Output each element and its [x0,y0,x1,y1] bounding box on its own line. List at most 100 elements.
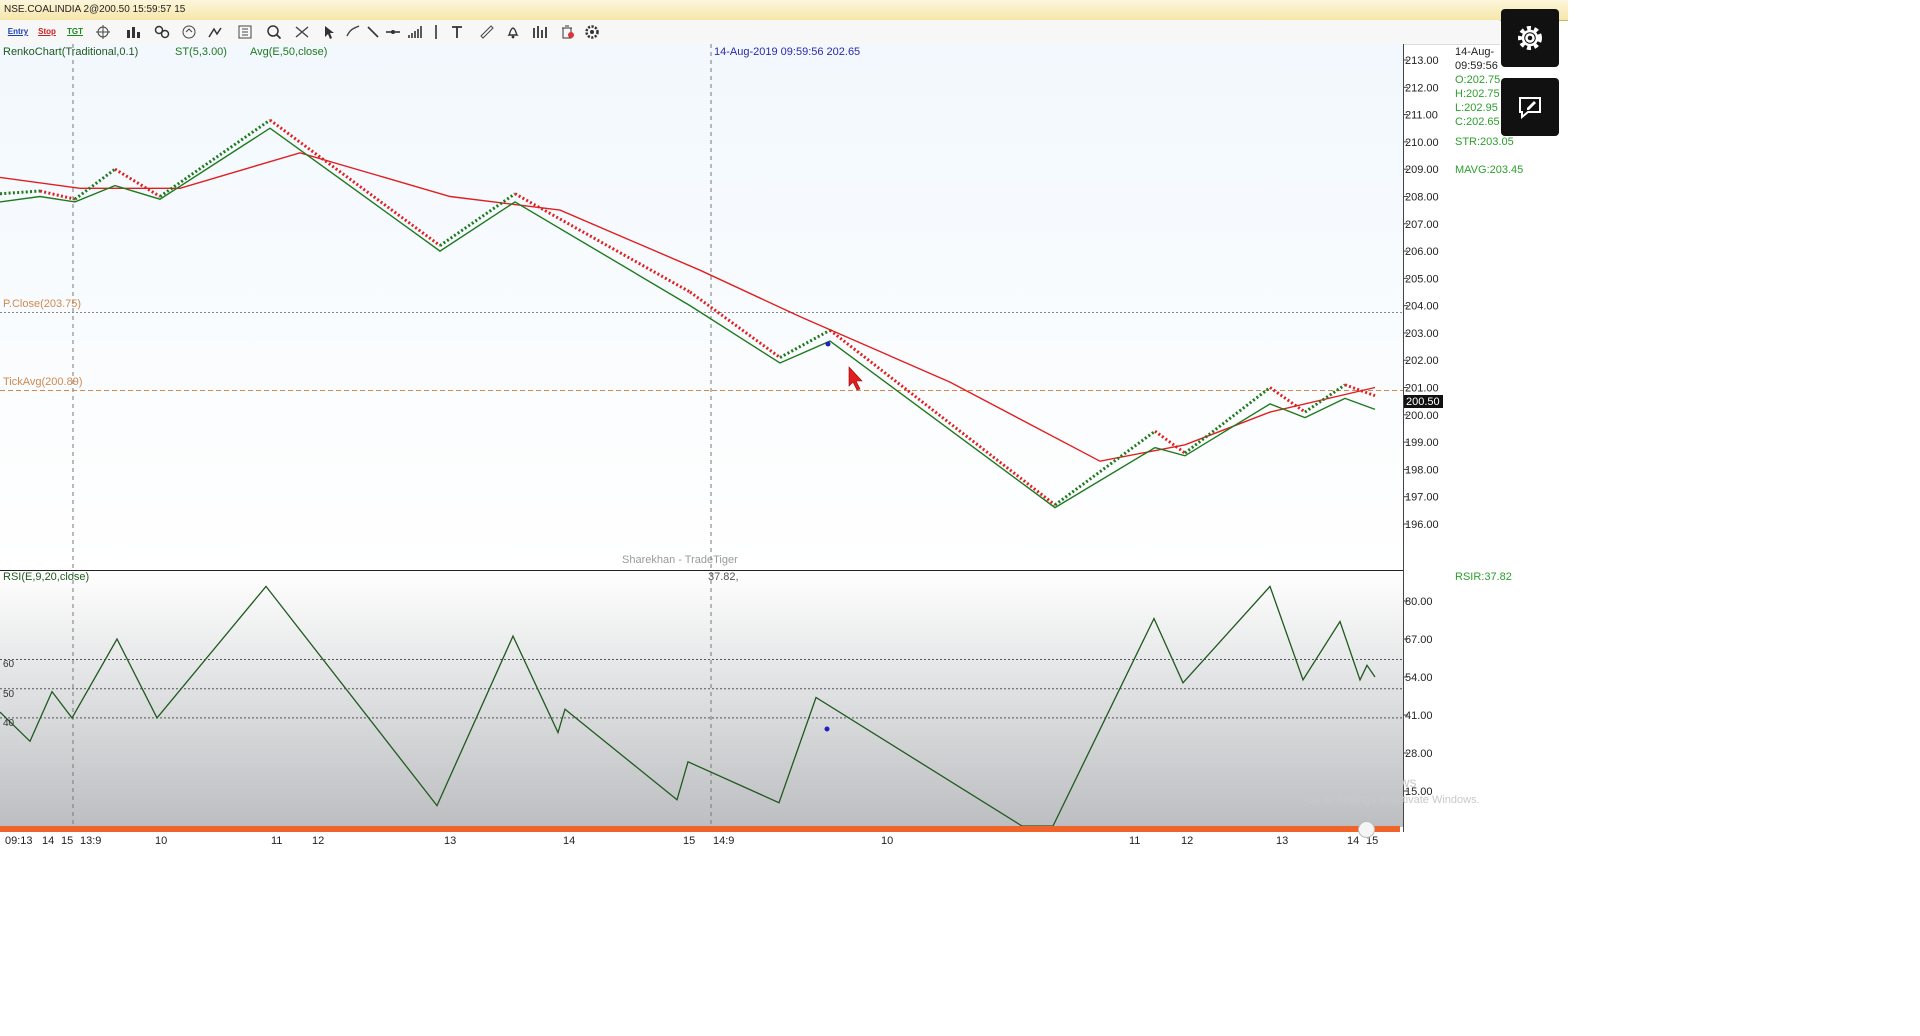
tick-average-label: TickAvg(200.89) [3,376,82,388]
price-tick-label: 210.00 [1405,137,1439,149]
info-open: O:202.75 [1455,74,1500,86]
crosshair-readout: 14-Aug-2019 09:59:56 202.65 [714,46,860,58]
renko-down-bricks [39,189,76,201]
crosshair-icon[interactable] [92,22,114,42]
horizontal-scrollbar[interactable] [0,826,1400,832]
zoom-icon[interactable] [262,22,286,42]
price-axis: 213.00 212.00 211.00 210.00 209.00 208.00 207.… [1403,55,1439,531]
scrollbar-thumb[interactable] [1358,821,1375,838]
time-tick-label: 10 [155,835,167,846]
renko-down-bricks [1154,429,1186,455]
price-tick-label: 196.00 [1405,519,1439,531]
time-tick-label: 15 [61,835,73,846]
x-axis: 09:13 14 15 13:9 10 11 12 13 14 15 14:9 10 11 12 13 14 1… [5,835,1378,846]
window-title-bar: NSE.COALINDIA 2@200.50 15:59:57 15 [0,0,1568,21]
rsi-tick-label: 67.00 [1405,634,1433,646]
chart-area[interactable]: 213.00 212.00 211.00 210.00 209.00 208.00 207.… [0,44,1568,846]
time-tick-label: 15 [683,835,695,846]
activate-windows-title: Activate Windows [1306,774,1417,790]
renko-down-bricks [269,118,441,247]
rsi-crosshair-readout: 37.82, [708,571,739,583]
info-rsi-value: RSIR:37.82 [1455,571,1512,583]
info-supertrend-value: STR:203.05 [1455,136,1514,148]
edit-note-icon [1519,97,1541,120]
rsi-series [0,585,1376,827]
mouse-cursor-icon [848,366,863,391]
price-tick-label: 209.00 [1405,164,1439,176]
alert-bell-icon[interactable] [502,22,524,42]
rsi-tick-label: 80.00 [1405,596,1433,608]
delete-icon[interactable] [556,22,578,42]
price-tick-label: 197.00 [1405,492,1439,504]
price-tick-label: 204.00 [1405,301,1439,313]
settings-gear-button[interactable] [1501,9,1559,67]
legend-supertrend: ST(5,3.00) [175,46,227,58]
activate-windows-hint: Go to Settings to activate Windows. [1306,794,1480,806]
supertrend-line [0,127,1376,509]
last-price-box [1404,395,1443,408]
indicator-icon[interactable] [528,22,550,42]
time-tick-label: 10 [881,835,893,846]
refresh-icon[interactable] [178,22,200,42]
rsi-level-60: 60 [3,659,15,670]
gear-icon [1518,26,1542,50]
price-tick-label: 200.00 [1405,410,1439,422]
crosshair-rsi-dot [824,726,830,732]
time-tick-label: 14 [42,835,54,846]
info-average-value: MAVG:203.45 [1455,164,1523,176]
renko-down-bricks [1269,386,1306,414]
time-tick-label: 09:13 [5,835,33,846]
price-tick-label: 205.00 [1405,273,1439,285]
legend-average: Avg(E,50,close) [250,46,327,58]
renko-up-bricks [159,118,271,198]
trendline-icon[interactable] [364,22,382,42]
renko-up-bricks [1304,383,1346,414]
template-icon[interactable] [232,22,258,42]
annotate-button[interactable] [1501,78,1559,136]
info-time: 09:59:56 [1455,60,1498,72]
renko-down-bricks [1344,383,1376,398]
last-price-label: 200.50 [1406,396,1440,408]
curve-tool-icon[interactable] [342,22,364,42]
link-icon[interactable] [150,22,174,42]
renko-down-bricks [514,192,691,294]
horizontal-line-icon[interactable] [384,22,402,42]
scissors-icon[interactable] [290,22,314,42]
price-tick-label: 201.00 [1405,383,1439,395]
price-tick-label: 211.00 [1405,110,1438,122]
price-tick-label: 208.00 [1405,191,1439,203]
time-tick-label: 13 [1276,835,1288,846]
renko-up-bricks [779,328,831,359]
info-low: L:202.95 [1455,102,1498,114]
target-button[interactable]: TGT [67,27,83,36]
vertical-line-icon[interactable] [428,22,444,42]
price-tick-label: 207.00 [1405,219,1439,231]
price-tick-label: 198.00 [1405,464,1439,476]
chart-type-icon[interactable] [120,22,146,42]
cursor-tool-icon[interactable] [318,22,340,42]
previous-close-label: P.Close(203.75) [3,298,81,310]
price-panel-background [0,44,1403,570]
rsi-axis: 80.00 67.00 54.00 41.00 28.00 15.00 [1403,596,1433,798]
rsi-tick-label: 41.00 [1405,710,1433,722]
rsi-legend: RSI(E,9,20,close) [3,571,89,583]
time-tick-label: 11 [271,835,282,846]
entry-button[interactable]: Entry [7,27,29,36]
price-tick-label: 213.00 [1405,55,1439,67]
ruler-icon[interactable] [476,22,498,42]
time-tick-label: 11 [1129,835,1140,846]
settings-gear-icon[interactable] [580,22,604,42]
renko-down-bricks [689,290,781,359]
volume-bars-icon[interactable] [404,22,426,42]
draw-tool-icon[interactable] [202,22,228,42]
price-tick-label: 199.00 [1405,437,1439,449]
rsi-level-50: 50 [3,689,15,700]
legend-chart-type: RenkoChart(Traditional,0.1) [3,46,138,58]
info-high: H:202.75 [1455,88,1500,100]
stop-button[interactable]: Stop [38,27,56,36]
price-series [0,118,1376,509]
price-tick-label: 212.00 [1405,82,1439,94]
time-tick-label: 14 [563,835,575,846]
window-title: NSE.COALINDIA 2@200.50 15:59:57 15 [4,4,186,15]
text-tool-icon[interactable] [446,22,468,42]
